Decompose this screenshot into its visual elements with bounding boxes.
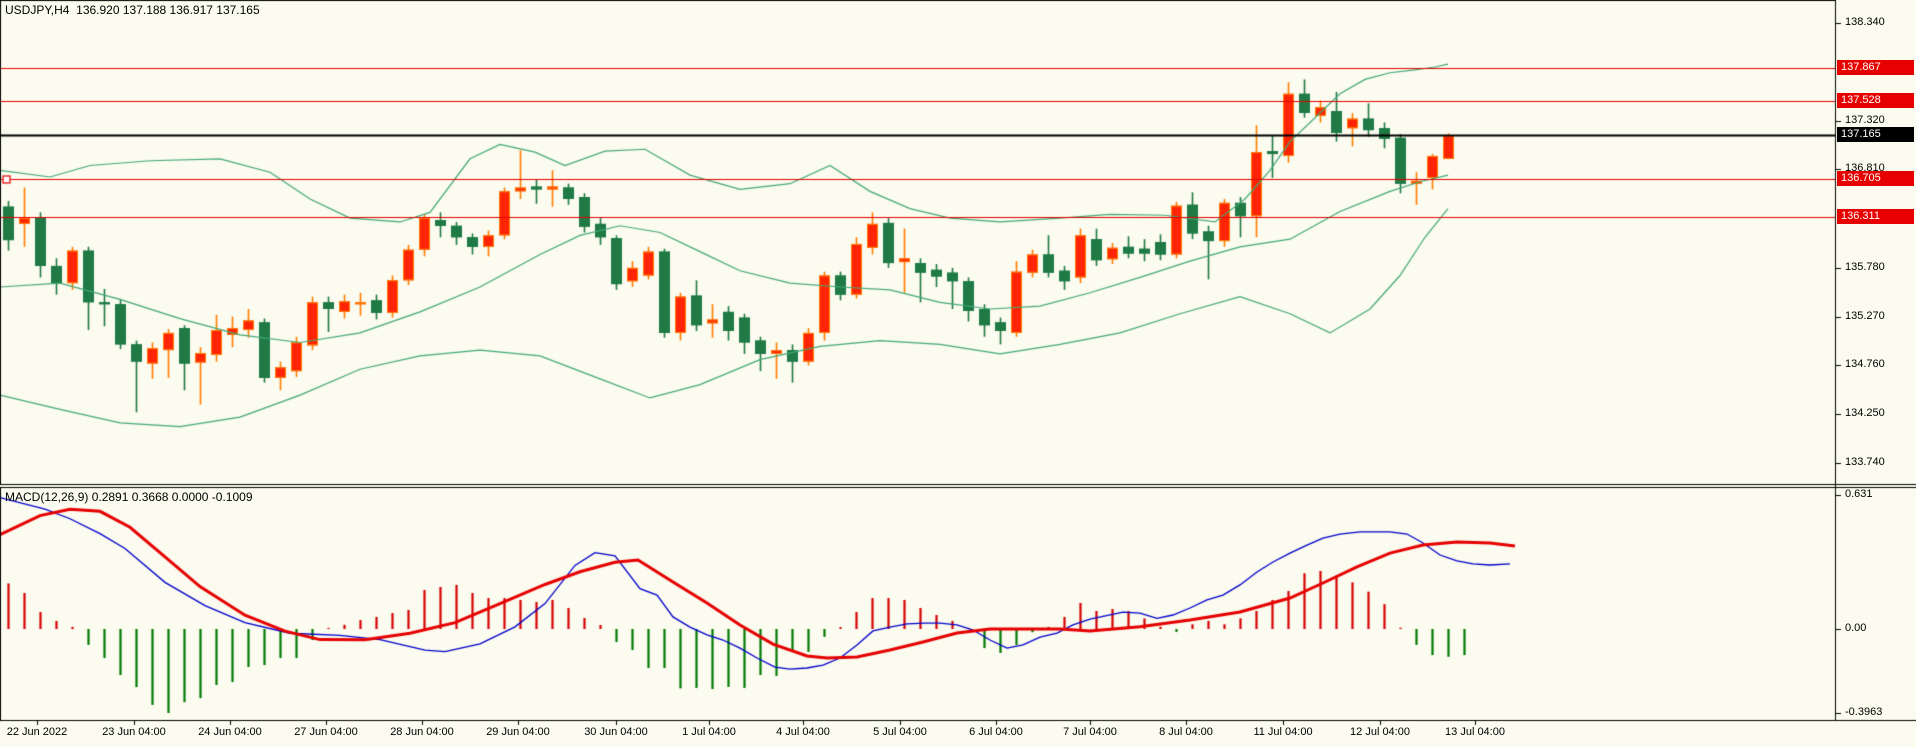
- time-axis-label: 8 Jul 04:00: [1159, 726, 1213, 738]
- price-axis-tick-label: 134.250: [1845, 407, 1885, 419]
- macd-axis-tick-label: 0.00: [1845, 622, 1867, 634]
- macd-axis-tick-label: 0.631: [1845, 488, 1873, 500]
- price-axis-tick-label: 133.740: [1845, 456, 1885, 468]
- price-axis-tick-label: 135.270: [1845, 310, 1885, 322]
- price-axis-tick-label: 137.320: [1845, 114, 1885, 126]
- time-axis-label: 27 Jun 04:00: [294, 726, 358, 738]
- time-axis-label: 12 Jul 04:00: [1350, 726, 1410, 738]
- hline-price-label: 137.528: [1837, 93, 1914, 108]
- time-axis-label: 29 Jun 04:00: [486, 726, 550, 738]
- macd-axis-tick-label: -0.3963: [1845, 706, 1883, 718]
- time-axis-label: 24 Jun 04:00: [198, 726, 262, 738]
- price-axis-tick-label: 138.340: [1845, 16, 1885, 28]
- time-axis-label: 6 Jul 04:00: [969, 726, 1023, 738]
- time-axis-label: 23 Jun 04:00: [102, 726, 166, 738]
- current-price-label: 137.165: [1837, 127, 1914, 142]
- hline-price-label: 137.867: [1837, 60, 1914, 75]
- time-axis-label: 5 Jul 04:00: [873, 726, 927, 738]
- time-axis-label: 28 Jun 04:00: [390, 726, 454, 738]
- time-axis-label: 1 Jul 04:00: [682, 726, 736, 738]
- symbol-title: USDJPY,H4 136.920 137.188 136.917 137.16…: [5, 3, 260, 17]
- time-axis-label: 7 Jul 04:00: [1063, 726, 1117, 738]
- macd-indicator-label: MACD(12,26,9) 0.2891 0.3668 0.0000 -0.10…: [5, 490, 253, 504]
- hline-price-label: 136.705: [1837, 171, 1914, 186]
- time-axis-label: 4 Jul 04:00: [776, 726, 830, 738]
- price-axis-tick-label: 134.760: [1845, 358, 1885, 370]
- price-axis-tick-label: 135.780: [1845, 261, 1885, 273]
- time-axis-label: 13 Jul 04:00: [1445, 726, 1505, 738]
- time-axis-label: 11 Jul 04:00: [1253, 726, 1313, 738]
- time-axis-label: 30 Jun 04:00: [584, 726, 648, 738]
- hline-price-label: 136.311: [1837, 209, 1914, 224]
- time-axis-label: 22 Jun 2022: [6, 726, 68, 738]
